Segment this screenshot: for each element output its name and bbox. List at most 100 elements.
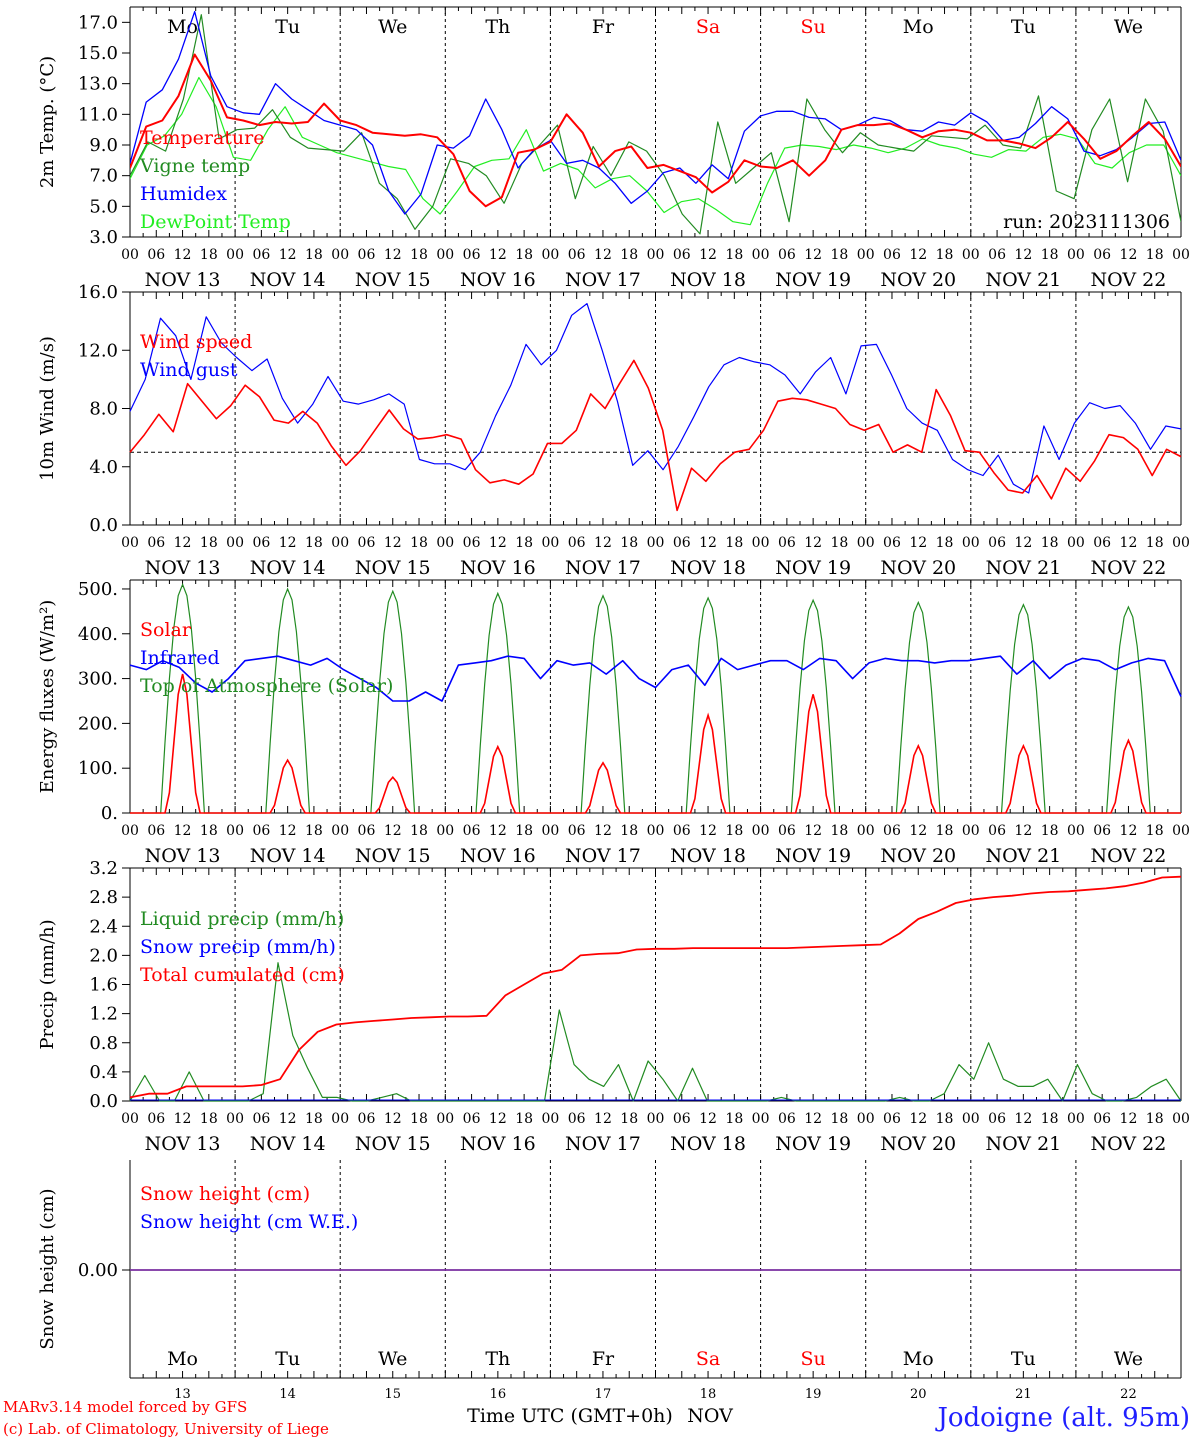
- legend-entry: Snow height (cm): [140, 1183, 310, 1205]
- y-tick-label: 4.0: [89, 457, 118, 478]
- hour-tick-label: 18: [725, 823, 743, 839]
- legend-entry: Liquid precip (mm/h): [140, 908, 344, 930]
- y-axis-label: Snow height (cm): [37, 1188, 58, 1349]
- hour-tick-label: 06: [988, 247, 1006, 263]
- y-tick-label: 15.0: [78, 43, 118, 64]
- day-label: NOV 21: [985, 269, 1061, 291]
- day-label: NOV 16: [460, 557, 536, 579]
- snow-panel: Snow height (cm) 0.00 Snow height (cm) Snow…: [37, 1160, 1182, 1402]
- y-tick-label: 12.0: [78, 340, 118, 361]
- hour-tick-label: 12: [279, 535, 297, 551]
- station-name: Jodoigne (alt. 95m): [934, 1403, 1190, 1433]
- day-label: NOV 14: [250, 845, 326, 867]
- hour-tick-label: 12: [909, 535, 927, 551]
- day-label: NOV 22: [1091, 269, 1167, 291]
- y-tick-label: 3.0: [89, 227, 118, 248]
- hour-tick-label: 00: [226, 247, 244, 263]
- hour-tick-label: 00: [1067, 823, 1085, 839]
- hour-tick-label: 12: [804, 1111, 822, 1127]
- hour-tick-label: 12: [699, 823, 717, 839]
- hour-tick-label: 18: [410, 1111, 428, 1127]
- hour-tick-label: 12: [489, 1111, 507, 1127]
- day-label: NOV 18: [670, 557, 746, 579]
- legend-entry: Total cumulated (cm): [140, 964, 345, 986]
- hour-tick-label: 18: [1041, 823, 1059, 839]
- weekday-label: Th: [485, 16, 510, 38]
- hour-tick-label: 12: [1120, 823, 1138, 839]
- y-axis-label: 2m Temp. (°C): [37, 56, 58, 188]
- day-label: NOV 19: [775, 269, 851, 291]
- hour-tick-label: 18: [410, 823, 428, 839]
- day-number-label: 16: [490, 1387, 507, 1402]
- hour-tick-label: 06: [568, 247, 586, 263]
- hour-tick-label: 00: [1172, 823, 1190, 839]
- day-label: NOV 21: [985, 557, 1061, 579]
- humidex-line: [130, 10, 1181, 215]
- hour-tick-label: 12: [1014, 823, 1032, 839]
- hour-tick-label: 18: [515, 1111, 533, 1127]
- hour-tick-label: 00: [226, 1111, 244, 1127]
- day-label: NOV 18: [670, 1133, 746, 1155]
- day-label: NOV 17: [565, 1133, 641, 1155]
- hour-tick-label: 12: [384, 535, 402, 551]
- y-tick-label: 2.4: [89, 916, 118, 937]
- hour-tick-label: 18: [936, 247, 954, 263]
- hour-tick-label: 06: [252, 247, 270, 263]
- weekday-label: We: [1114, 16, 1143, 38]
- hour-tick-label: 18: [515, 247, 533, 263]
- hour-tick-label: 12: [174, 1111, 192, 1127]
- hour-tick-label: 18: [620, 535, 638, 551]
- day-label: NOV 14: [250, 557, 326, 579]
- legend-entry: Wind speed: [140, 331, 252, 353]
- hour-tick-label: 06: [673, 247, 691, 263]
- time-axis-title: Time UTC (GMT+0h): [467, 1405, 673, 1427]
- weekday-label: We: [1114, 1348, 1143, 1370]
- hour-tick-label: 00: [121, 1111, 139, 1127]
- weekday-label: Fr: [592, 1348, 615, 1370]
- y-tick-label: 0.0: [89, 1091, 118, 1112]
- hour-tick-label: 12: [594, 1111, 612, 1127]
- hour-tick-label: 06: [1093, 1111, 1111, 1127]
- hour-tick-label: 06: [568, 535, 586, 551]
- day-label: NOV 15: [355, 557, 431, 579]
- y-tick-label: 0.: [101, 803, 118, 824]
- hour-tick-label: 06: [147, 247, 165, 263]
- hour-tick-label: 18: [936, 1111, 954, 1127]
- hour-tick-label: 00: [752, 247, 770, 263]
- day-label: NOV 21: [985, 1133, 1061, 1155]
- hour-tick-label: 00: [436, 823, 454, 839]
- weekday-label: Tu: [1011, 16, 1036, 38]
- y-tick-label: 0.0: [89, 515, 118, 536]
- y-tick-label: 200.: [78, 713, 118, 734]
- day-label: NOV 19: [775, 557, 851, 579]
- hour-tick-label: 12: [174, 247, 192, 263]
- hour-tick-label: 06: [988, 535, 1006, 551]
- y-tick-label: 0.4: [89, 1062, 118, 1083]
- hour-tick-label: 06: [883, 247, 901, 263]
- weekday-label: Tu: [275, 16, 300, 38]
- legend-entry: Snow precip (mm/h): [140, 936, 336, 958]
- panels: Mo Tu We Th Fr Sa Su Mo Tu We 00 06 12 18 00 06 12 18 00 06…: [37, 6, 1190, 1402]
- weekday-label: Mo: [903, 16, 934, 38]
- hour-tick-label: 00: [436, 247, 454, 263]
- energy-panel: 00 06 12 18 00 06 12 18 00 06 12 18 00 06 12 18 00 06 12 18…: [37, 579, 1190, 867]
- hour-tick-label: 18: [936, 823, 954, 839]
- day-label: NOV 19: [775, 1133, 851, 1155]
- hour-tick-label: 06: [358, 1111, 376, 1127]
- y-tick-label: 300.: [78, 669, 118, 690]
- hour-tick-label: 00: [541, 247, 559, 263]
- wind-speed-line: [129, 359, 1182, 512]
- legend-entry: Snow height (cm W.E.): [140, 1211, 358, 1233]
- weekday-label: Mo: [903, 1348, 934, 1370]
- hour-tick-label: 12: [1014, 1111, 1032, 1127]
- total-cumulated-line: [129, 875, 1182, 1099]
- hour-tick-label: 12: [804, 535, 822, 551]
- hour-tick-label: 06: [568, 823, 586, 839]
- vigne-temp-line: [130, 14, 1181, 235]
- precip-panel: 00 06 12 18 00 06 12 18 00 06 12 18 00 06 12 18 00 06 12 18…: [37, 858, 1190, 1155]
- weekday-label: Mo: [167, 16, 198, 38]
- day-label: NOV 15: [355, 269, 431, 291]
- y-tick-label: 17.0: [78, 12, 118, 33]
- hour-tick-label: 00: [541, 1111, 559, 1127]
- hour-tick-label: 12: [909, 823, 927, 839]
